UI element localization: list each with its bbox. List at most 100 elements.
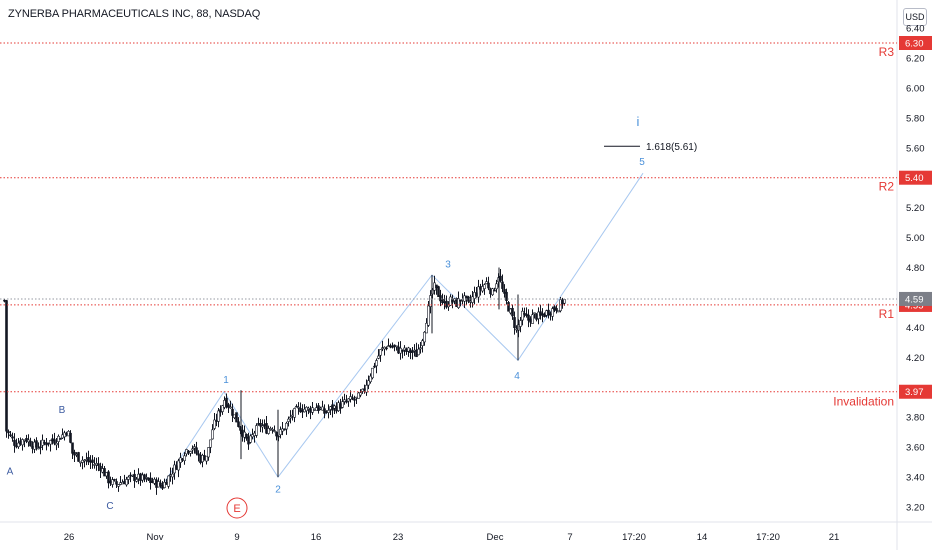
candle-body	[155, 479, 158, 488]
candle	[3, 299, 6, 303]
candle-body	[93, 464, 96, 466]
candle	[179, 452, 182, 468]
candle	[485, 277, 488, 285]
candle	[99, 462, 102, 479]
candle-body	[231, 408, 234, 416]
candle	[121, 479, 124, 485]
candle-body	[55, 442, 58, 446]
price-tag-last-bg	[899, 291, 932, 306]
candle	[283, 428, 286, 431]
candle-body	[235, 412, 238, 423]
candle	[537, 307, 540, 325]
currency-button[interactable]: USD	[903, 8, 927, 26]
candle-body	[247, 436, 250, 445]
candle-body	[439, 295, 442, 302]
wave-label-4: 4	[514, 371, 520, 382]
price-tag-r2-text: 5.40	[905, 173, 924, 184]
candle-body	[391, 346, 394, 348]
candle-body	[477, 286, 480, 298]
candle	[159, 479, 162, 488]
candle-body	[177, 460, 180, 471]
candle-body	[385, 347, 388, 350]
candle	[145, 473, 148, 483]
candle	[105, 472, 108, 479]
price-tick-label: 5.80	[906, 113, 925, 124]
price-tag-invalidation-bg	[899, 384, 932, 399]
candle-body	[95, 463, 98, 466]
candle	[7, 429, 10, 439]
price-tick-label: 3.20	[906, 503, 925, 514]
candle-body	[427, 305, 430, 326]
candle-body	[191, 448, 194, 451]
candle	[267, 425, 270, 435]
candle-body	[347, 398, 350, 402]
candle	[137, 468, 140, 485]
candle	[81, 456, 84, 470]
candle-body	[527, 314, 530, 321]
candle-body	[557, 310, 560, 313]
candle-body	[551, 308, 554, 317]
candle	[213, 413, 216, 431]
candle-body	[275, 431, 278, 437]
candle	[141, 472, 144, 483]
candle	[79, 461, 82, 467]
candle	[369, 373, 372, 384]
candle	[127, 475, 130, 485]
time-tick-label: Nov	[147, 532, 164, 543]
price-tag-last: 4.59	[899, 291, 932, 306]
level-label-r2: R2	[879, 180, 895, 194]
candle	[343, 393, 346, 405]
candle-body	[205, 455, 208, 462]
candle	[423, 331, 426, 346]
candle-body	[107, 471, 110, 484]
candle	[311, 402, 314, 415]
candle-body	[487, 282, 490, 289]
candle	[555, 305, 558, 314]
candle	[65, 431, 68, 437]
candle	[411, 346, 414, 360]
candle	[287, 416, 290, 427]
candle	[353, 395, 356, 407]
time-tick-label: 7	[567, 532, 572, 543]
candle	[131, 474, 134, 478]
candle-body	[271, 429, 274, 431]
candle	[9, 431, 12, 437]
candle	[211, 424, 214, 440]
candle	[153, 477, 156, 486]
candle	[115, 478, 118, 489]
candle-body	[11, 436, 14, 439]
candle-body	[563, 299, 566, 304]
candle	[233, 414, 236, 420]
candle-body	[173, 464, 176, 474]
candle-body	[345, 400, 348, 403]
candle	[187, 449, 190, 456]
candle-body	[259, 423, 262, 427]
price-tick-label: 5.00	[906, 233, 925, 244]
candle	[111, 477, 114, 488]
candle-body	[417, 348, 420, 356]
candle-body	[175, 465, 178, 470]
price-tag-r2: 5.40	[899, 170, 932, 185]
candle	[29, 437, 32, 447]
candle	[101, 463, 104, 474]
candle	[205, 455, 208, 465]
candle-body	[127, 476, 130, 480]
candle-body	[471, 296, 474, 303]
candle	[199, 451, 202, 465]
candle	[557, 310, 560, 313]
candle-body	[371, 367, 374, 379]
candle-body	[193, 446, 196, 449]
candle	[17, 438, 20, 449]
candle-body	[375, 360, 378, 367]
candle	[103, 466, 106, 477]
wave-label-5: 5	[639, 157, 645, 168]
candle-body	[189, 451, 192, 454]
candle-body	[251, 434, 254, 438]
candle	[207, 447, 210, 461]
candle-body	[9, 434, 12, 437]
price-tick-label: 6.20	[906, 53, 925, 64]
candle	[255, 423, 258, 438]
candle	[279, 426, 282, 439]
candle	[151, 477, 154, 484]
